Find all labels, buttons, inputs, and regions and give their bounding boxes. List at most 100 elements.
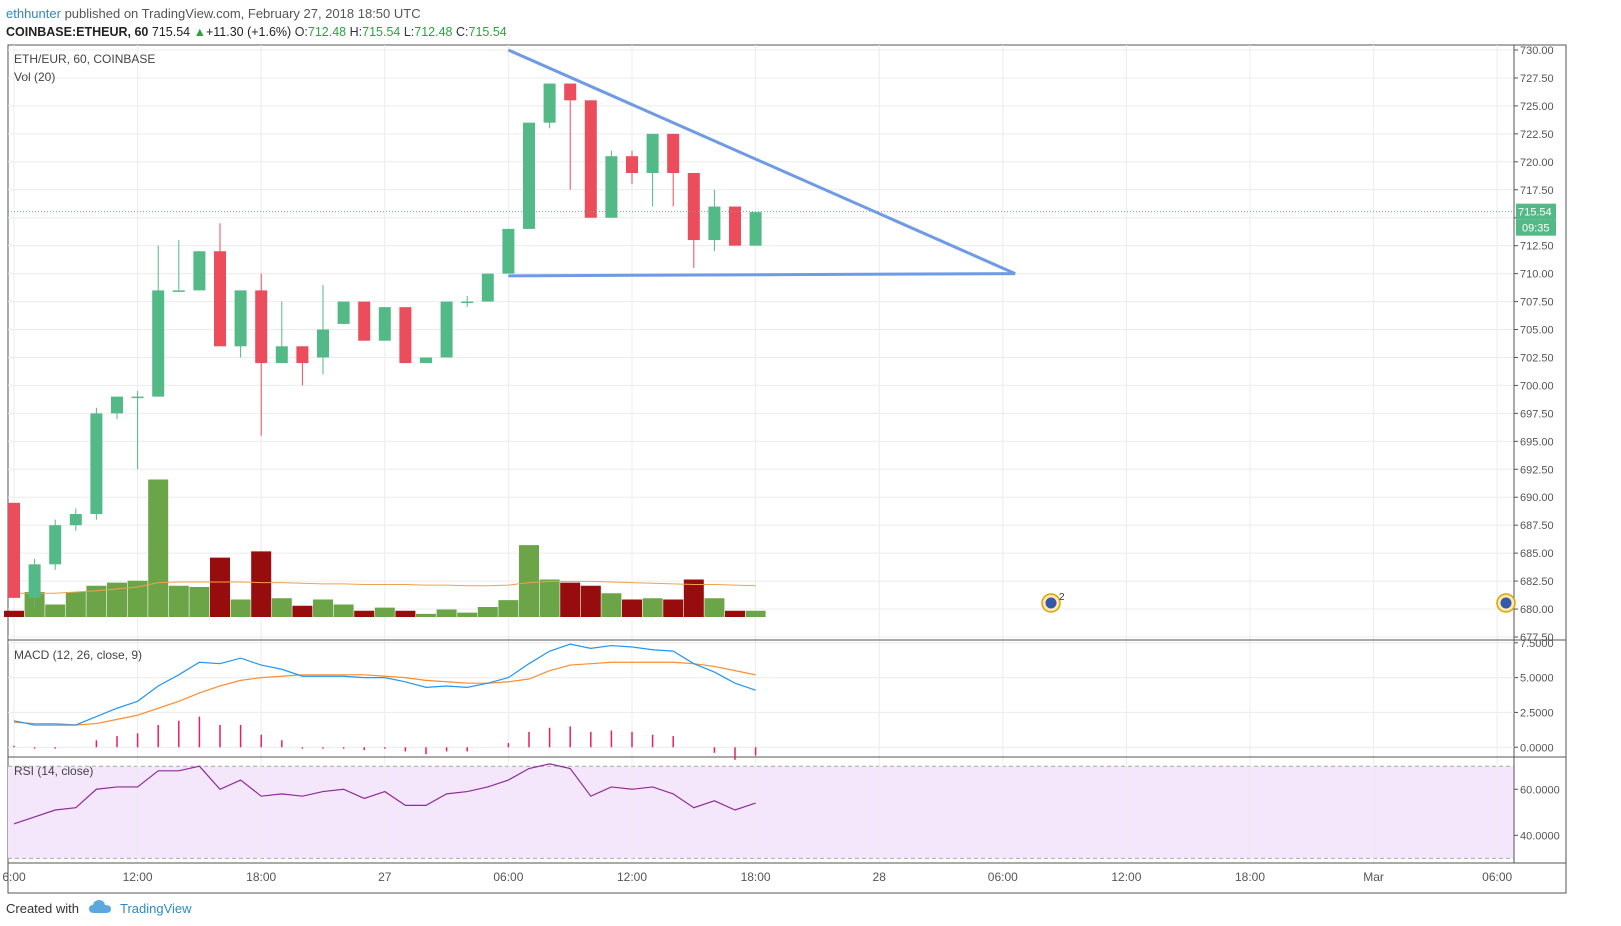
volume-bar: [725, 610, 745, 617]
time-tick-label: 06:00: [493, 870, 523, 884]
candle: [49, 519, 62, 570]
candle-body: [481, 273, 494, 302]
candle-body: [708, 206, 721, 241]
candle-body: [420, 357, 432, 364]
volume-title: Vol (20): [14, 70, 56, 84]
volume-bar: [292, 605, 313, 617]
footer: Created with TradingView: [6, 896, 192, 922]
last-price-badge-text: 715.54: [1518, 207, 1552, 219]
candle-body: [131, 396, 144, 399]
time-tick-label: 18:00: [741, 870, 771, 884]
candle-body: [214, 251, 226, 347]
candle: [234, 290, 247, 358]
tradingview-cloud-icon: [88, 897, 111, 923]
candle-body: [172, 290, 185, 292]
price-tick-label: 687.50: [1520, 520, 1554, 532]
volume-bar: [354, 610, 375, 617]
volume-bar: [210, 557, 230, 617]
candle-body: [399, 307, 412, 364]
up-arrow-icon: ▲: [193, 25, 206, 39]
candle-body: [564, 83, 577, 101]
price-tick-label: 685.00: [1520, 548, 1554, 560]
time-tick-label: 12:00: [1111, 870, 1141, 884]
rsi-line: [13, 763, 756, 825]
candle-body: [296, 346, 309, 364]
volume-bar: [745, 610, 766, 617]
countdown-badge: [1516, 219, 1556, 236]
time-tick-label: 12:00: [617, 870, 647, 884]
volume-bar: [560, 582, 581, 617]
candle-body: [502, 228, 515, 274]
candle: [543, 83, 556, 129]
candle: [687, 172, 700, 269]
candle: [131, 391, 144, 470]
candle-body: [378, 307, 391, 341]
main-pane-title: ETH/EUR, 60, COINBASE: [14, 52, 156, 66]
candle: [317, 284, 329, 375]
last-price-badge: [1516, 203, 1556, 220]
rsi-band: [8, 766, 1514, 859]
candle: [255, 273, 268, 436]
candle: [420, 357, 432, 364]
candle: [584, 100, 597, 218]
price-tick-label: 697.50: [1520, 408, 1554, 420]
author-link[interactable]: ethhunter: [6, 6, 61, 21]
symbol-label: COINBASE:ETHEUR, 60: [6, 25, 149, 39]
price-tick-label: 712.50: [1520, 241, 1554, 253]
volume-bar: [580, 585, 601, 617]
price-tick-label: 707.50: [1520, 297, 1554, 309]
time-tick-label: 6:00: [2, 870, 26, 884]
candle-body: [646, 133, 659, 173]
candle: [90, 407, 103, 520]
volume-bar: [45, 604, 66, 617]
volume-bar: [107, 582, 127, 617]
volume-bar: [86, 585, 107, 617]
candle-body: [255, 290, 268, 364]
candle-body: [111, 396, 123, 414]
volume-bar: [148, 479, 169, 617]
candle: [296, 346, 309, 386]
price-tick-label: 705.00: [1520, 325, 1554, 337]
volume-bar: [313, 599, 333, 617]
change-value: +11.30 (+1.6%): [205, 25, 292, 39]
candle: [646, 133, 659, 207]
volume-bar: [395, 610, 416, 617]
time-tick-label: 18:00: [246, 870, 276, 884]
rsi-title: RSI (14, close): [14, 764, 94, 778]
candle: [667, 133, 680, 207]
volume-bar: [601, 593, 622, 617]
volume-bar: [457, 612, 478, 617]
volume-bar: [127, 580, 148, 617]
candle-body: [49, 525, 62, 565]
time-tick-label: 28: [873, 870, 887, 884]
tradingview-link[interactable]: TradingView: [120, 901, 192, 916]
candle-body: [275, 346, 288, 364]
volume-bar: [436, 609, 457, 617]
price-tick-label: 695.00: [1520, 436, 1554, 448]
time-tick-label: Mar: [1363, 870, 1384, 884]
macd-signal-line: [13, 661, 756, 726]
candle: [523, 122, 535, 229]
candle-body: [234, 290, 247, 347]
price-tick-label: 677.50: [1520, 632, 1554, 644]
time-tick-label: 18:00: [1235, 870, 1265, 884]
candle-body: [440, 301, 453, 358]
candle-body: [337, 301, 350, 324]
high-value: 715.54: [362, 25, 401, 39]
candle: [461, 295, 474, 308]
volume-bar: [333, 604, 354, 617]
event-marker-core: [1500, 597, 1512, 609]
candle: [111, 396, 123, 419]
created-with-text: Created with: [6, 901, 79, 916]
volume-bar: [498, 600, 519, 617]
candle: [502, 228, 515, 274]
volume-bar: [230, 599, 251, 617]
candle: [193, 251, 206, 291]
candle-body: [90, 413, 103, 515]
rsi-tick-label: 40.0000: [1520, 830, 1560, 842]
volume-bar: [168, 585, 189, 617]
close-value: 715.54: [468, 25, 507, 39]
candle: [729, 206, 741, 246]
volume-bar: [189, 587, 210, 617]
